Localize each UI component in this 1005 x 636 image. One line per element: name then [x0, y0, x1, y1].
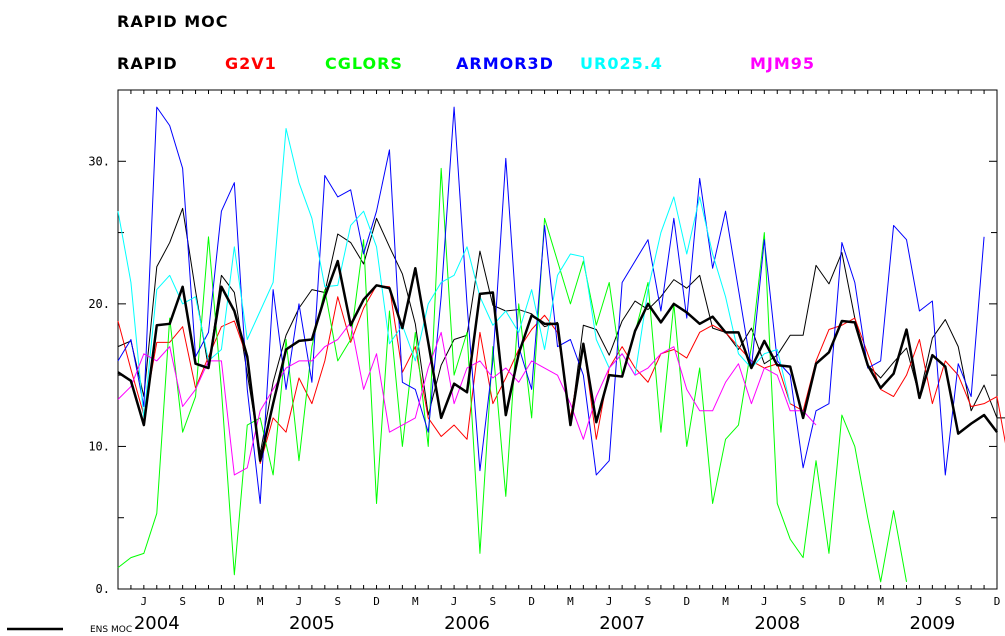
y-tick-label: 30. — [88, 154, 110, 168]
legend-entry: G2V1 — [225, 54, 277, 73]
series-line-armor3d — [117, 106, 985, 504]
legend-entry: RAPID — [117, 54, 178, 73]
legend-entry: CGLORS — [325, 54, 403, 73]
series-layer — [117, 106, 1005, 583]
month-tick-label: S — [800, 595, 807, 608]
month-tick-label: J — [761, 595, 768, 608]
month-tick-label: M — [722, 595, 729, 608]
month-tick-label: S — [645, 595, 652, 608]
month-tick-label: J — [606, 595, 613, 608]
series-line-cglors — [117, 167, 908, 583]
month-tick-label: J — [296, 595, 303, 608]
series-line-ens-moc — [117, 259, 998, 462]
month-tick-label: D — [528, 595, 535, 608]
month-tick-label: D — [373, 595, 380, 608]
month-tick-label: S — [955, 595, 962, 608]
year-label: 2005 — [289, 613, 335, 634]
series-line-g2v1 — [117, 284, 1005, 465]
month-tick-label: M — [257, 595, 264, 608]
chart-title: RAPID MOC — [117, 12, 229, 31]
legend: RAPID G2V1 CGLORS ARMOR3D UR025.4 MJM95 ENS MO… — [7, 54, 815, 635]
legend-entry: ARMOR3D — [456, 54, 554, 73]
month-tick-label: M — [877, 595, 884, 608]
plot-frame — [117, 89, 998, 590]
year-label: 2006 — [444, 613, 490, 634]
month-tick-label: D — [683, 595, 690, 608]
year-label: 2004 — [134, 613, 180, 634]
series-line-ur025-4 — [117, 127, 791, 419]
legend-entry: UR025.4 — [580, 54, 663, 73]
year-label: 2008 — [754, 613, 800, 634]
month-tick-label: D — [994, 595, 1001, 608]
month-tick-label: D — [839, 595, 846, 608]
y-tick-label: 0. — [96, 582, 110, 596]
y-tick-label: 20. — [88, 297, 110, 311]
ens-legend-label: ENS MOC — [90, 625, 132, 635]
month-tick-label: M — [412, 595, 419, 608]
month-tick-label: S — [334, 595, 341, 608]
plot-border — [117, 89, 998, 590]
year-label: 2009 — [909, 613, 955, 634]
month-tick-label: J — [451, 595, 458, 608]
month-tick-label: D — [218, 595, 225, 608]
series-line-mjm95 — [117, 321, 817, 476]
month-tick-label: J — [141, 595, 148, 608]
y-tick-label: 10. — [88, 439, 110, 453]
month-tick-label: J — [916, 595, 923, 608]
axis-labels: 0. 10. 20. 30. J S D M J S D M J S D M J S D M J S D M J S D 2004 20… — [88, 154, 1000, 634]
month-tick-label: S — [179, 595, 186, 608]
month-tick-label: S — [490, 595, 497, 608]
year-label: 2007 — [599, 613, 645, 634]
month-tick-label: M — [567, 595, 574, 608]
legend-entry: MJM95 — [750, 54, 815, 73]
